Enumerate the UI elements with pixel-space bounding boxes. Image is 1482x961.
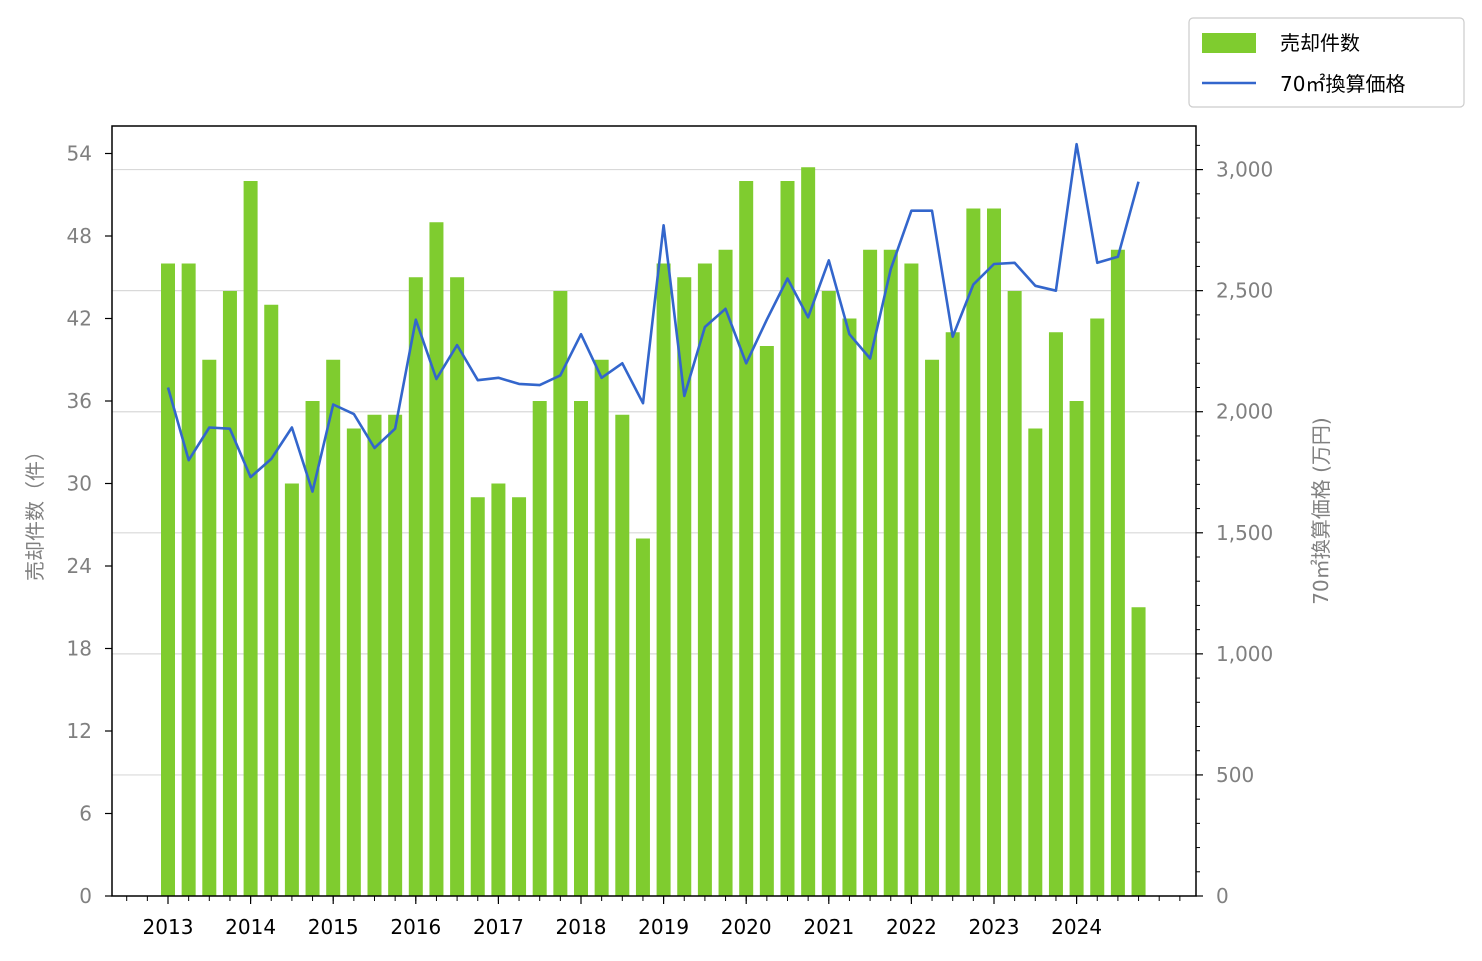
bar: [966, 208, 981, 896]
bar: [842, 318, 857, 896]
bar: [945, 332, 960, 896]
bar: [512, 497, 527, 896]
x-tick-label: 2018: [556, 915, 607, 939]
bar: [883, 249, 898, 896]
price-line: [166, 142, 1140, 493]
right-tick-label: 500: [1216, 763, 1254, 787]
bar: [739, 181, 754, 896]
left-tick-label: 12: [67, 719, 92, 743]
bar-series: [161, 167, 1146, 896]
bar: [1007, 291, 1022, 896]
bar: [594, 359, 609, 896]
left-tick-label: 6: [79, 802, 92, 826]
x-tick-label: 2020: [721, 915, 772, 939]
x-tick-label: 2015: [308, 915, 359, 939]
line-series: [166, 142, 1140, 493]
bar: [1131, 607, 1146, 896]
bar: [243, 181, 258, 896]
left-tick-label: 54: [67, 142, 92, 166]
bar: [532, 401, 547, 896]
bar: [987, 208, 1001, 896]
bar: [574, 401, 588, 896]
bar: [553, 291, 568, 896]
right-tick-label: 2,500: [1216, 279, 1273, 303]
x-tick-label: 2016: [390, 915, 441, 939]
x-tick-label: 2017: [473, 915, 524, 939]
bar: [677, 277, 692, 896]
bar: [181, 263, 196, 896]
left-axis-label: 売却件数（件）: [23, 441, 47, 581]
bar: [821, 291, 836, 896]
bar: [326, 359, 341, 896]
x-tick-label: 2024: [1051, 915, 1102, 939]
left-tick-label: 24: [67, 554, 92, 578]
legend: 売却件数 70㎡換算価格: [1188, 17, 1465, 108]
bar: [1028, 428, 1043, 896]
bar: [780, 181, 795, 896]
right-tick-label: 0: [1216, 884, 1229, 908]
bar: [1048, 332, 1063, 896]
left-tick-label: 0: [79, 884, 92, 908]
right-tick-label: 1,500: [1216, 521, 1273, 545]
right-tick-label: 3,000: [1216, 158, 1273, 182]
bar: [470, 497, 485, 896]
left-tick-label: 48: [67, 224, 92, 248]
right-tick-label: 1,000: [1216, 642, 1273, 666]
bar: [222, 291, 237, 896]
x-tick-label: 2019: [638, 915, 689, 939]
bar: [801, 167, 816, 896]
bar: [697, 263, 712, 896]
bar: [284, 483, 299, 896]
x-axis-ticks: 2013 2014 2015 2016 2017 2018 2019 2020 2021 2022…: [126, 896, 1181, 939]
bar: [863, 249, 878, 896]
bar: [161, 263, 175, 896]
left-tick-label: 18: [67, 637, 92, 661]
left-tick-label: 30: [67, 472, 92, 496]
bar: [656, 263, 671, 896]
bar: [759, 346, 774, 896]
bar: [925, 359, 940, 896]
bar: [202, 359, 217, 896]
bar: [1090, 318, 1105, 896]
right-tick-label: 2,000: [1216, 400, 1273, 424]
bar: [635, 538, 650, 896]
bar: [408, 277, 423, 896]
legend-label-line: 70㎡換算価格: [1280, 72, 1405, 96]
bar: [367, 414, 382, 896]
left-tick-label: 36: [67, 389, 92, 413]
bar: [346, 428, 361, 896]
bar: [491, 483, 506, 896]
bar: [1110, 249, 1125, 896]
left-axis-ticks: 0 6 12 18 24 30 36 42 48 54: [67, 142, 112, 908]
legend-box: [1188, 17, 1465, 108]
left-tick-label: 42: [67, 307, 92, 331]
x-tick-label: 2023: [969, 915, 1020, 939]
bar: [718, 249, 733, 896]
bar: [1069, 401, 1084, 896]
bar: [904, 263, 919, 896]
x-tick-label: 2014: [225, 915, 276, 939]
x-tick-label: 2022: [886, 915, 937, 939]
bar: [388, 414, 403, 896]
x-tick-label: 2021: [803, 915, 854, 939]
legend-swatch-bar: [1202, 33, 1256, 53]
x-tick-label: 2013: [143, 915, 194, 939]
bar: [450, 277, 465, 896]
right-axis-ticks: 0 500 1,000 1,500 2,000 2,500 3,000: [1196, 144, 1273, 908]
bar: [264, 304, 279, 896]
legend-label-bar: 売却件数: [1280, 31, 1360, 55]
bar: [429, 222, 444, 896]
bar: [305, 401, 320, 896]
bar: [615, 414, 630, 896]
plot-frame: [111, 125, 1197, 897]
right-axis-label: 70㎡換算価格 (万円): [1309, 417, 1333, 604]
